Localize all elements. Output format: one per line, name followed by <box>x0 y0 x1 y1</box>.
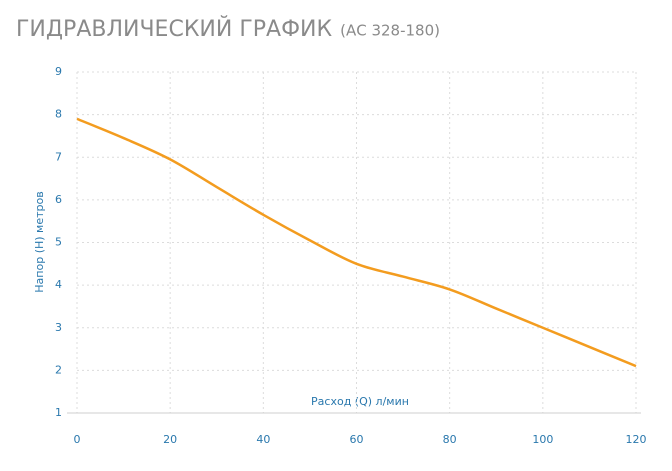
x-axis-label: Расход (Q) л/мин <box>311 395 409 408</box>
x-tick-label: 100 <box>532 433 553 446</box>
y-tick-label: 3 <box>55 321 62 334</box>
x-tick-label: 80 <box>443 433 457 446</box>
x-tick-label: 120 <box>626 433 647 446</box>
x-tick-label: 40 <box>256 433 270 446</box>
y-tick-label: 2 <box>55 363 62 376</box>
y-tick-label: 1 <box>55 406 62 419</box>
y-axis-label: Напор (H) метров <box>33 191 46 292</box>
chart-subtitle: (АС 328-180) <box>340 22 440 40</box>
y-tick-label: 4 <box>55 278 62 291</box>
chart-title: ГИДРАВЛИЧЕСКИЙ ГРАФИК <box>16 16 332 42</box>
x-tick-label: 20 <box>163 433 177 446</box>
y-tick-label: 5 <box>55 236 62 249</box>
y-tick-label: 7 <box>55 150 62 163</box>
y-tick-label: 6 <box>55 193 62 206</box>
y-tick-label: 8 <box>55 108 62 121</box>
data-line <box>76 117 637 368</box>
y-tick-label: 9 <box>55 65 62 78</box>
x-tick-label: 0 <box>74 433 81 446</box>
x-tick-label: 60 <box>350 433 364 446</box>
